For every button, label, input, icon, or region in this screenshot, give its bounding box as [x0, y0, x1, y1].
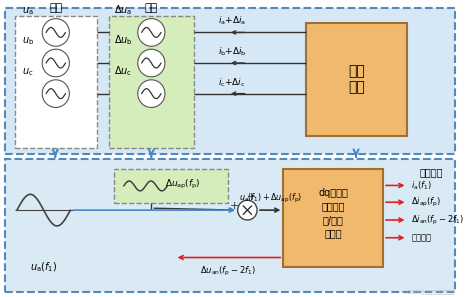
- Circle shape: [237, 200, 257, 220]
- Text: $\Delta u_\mathrm{b}$: $\Delta u_\mathrm{b}$: [115, 34, 133, 47]
- Text: +: +: [230, 201, 239, 211]
- Circle shape: [42, 49, 69, 77]
- Text: $i_\mathrm{a}(f_1)$: $i_\mathrm{a}(f_1)$: [411, 179, 432, 192]
- Bar: [283, 169, 383, 267]
- Circle shape: [42, 80, 69, 108]
- Text: $u_\mathrm{a}(f_1)+\Delta u_\mathrm{ap}(f_\mathrm{p})$: $u_\mathrm{a}(f_1)+\Delta u_\mathrm{ap}(…: [238, 192, 302, 205]
- Text: dq轴不对
称控制环
节/非线
性系统: dq轴不对 称控制环 节/非线 性系统: [319, 188, 348, 238]
- Bar: [15, 16, 97, 148]
- Text: $\Delta i_\mathrm{an}(f_\mathrm{p}-2f_1)$: $\Delta i_\mathrm{an}(f_\mathrm{p}-2f_1)…: [411, 214, 464, 227]
- Text: $u_\mathrm{c}$: $u_\mathrm{c}$: [22, 66, 34, 78]
- Bar: [109, 16, 194, 148]
- Text: $u_\mathrm{a}$: $u_\mathrm{a}$: [22, 5, 34, 17]
- Circle shape: [138, 49, 165, 77]
- Circle shape: [138, 80, 165, 108]
- Text: 频域分析: 频域分析: [420, 167, 444, 177]
- Text: $\Delta u_\mathrm{ap}(f_\mathrm{p})$: $\Delta u_\mathrm{ap}(f_\mathrm{p})$: [164, 177, 200, 190]
- Text: 风机
模型: 风机 模型: [348, 64, 365, 94]
- Text: $u_\mathrm{a}(f_1)$: $u_\mathrm{a}(f_1)$: [30, 261, 57, 274]
- Bar: [306, 23, 408, 136]
- Text: $u_\mathrm{b}$: $u_\mathrm{b}$: [22, 35, 35, 47]
- Text: $\Delta u_\mathrm{an}(f_\mathrm{p}-2f_1)$: $\Delta u_\mathrm{an}(f_\mathrm{p}-2f_1)…: [200, 264, 256, 277]
- Text: CSDN@小伍电气小干扰稳定性: CSDN@小伍电气小干扰稳定性: [406, 290, 454, 295]
- Text: $i_\mathrm{b}$+$\Delta i_\mathrm{b}$: $i_\mathrm{b}$+$\Delta i_\mathrm{b}$: [219, 45, 247, 58]
- Bar: [5, 159, 455, 292]
- Text: +: +: [246, 192, 256, 202]
- Circle shape: [138, 19, 165, 46]
- Text: $i_\mathrm{c}$+$\Delta i_\mathrm{c}$: $i_\mathrm{c}$+$\Delta i_\mathrm{c}$: [219, 76, 246, 89]
- Circle shape: [42, 19, 69, 46]
- Text: $\Delta u_\mathrm{c}$: $\Delta u_\mathrm{c}$: [115, 64, 133, 78]
- Text: 其他谐波: 其他谐波: [411, 233, 431, 242]
- Bar: [115, 169, 228, 203]
- Text: $\Delta i_\mathrm{ap}(f_\mathrm{p})$: $\Delta i_\mathrm{ap}(f_\mathrm{p})$: [411, 196, 442, 209]
- Text: $\Delta u_\mathrm{a}$: $\Delta u_\mathrm{a}$: [115, 3, 133, 17]
- Text: $i_\mathrm{a}$+$\Delta i_\mathrm{a}$: $i_\mathrm{a}$+$\Delta i_\mathrm{a}$: [219, 15, 246, 28]
- Bar: [5, 8, 455, 154]
- Text: 扰动: 扰动: [145, 3, 158, 13]
- Text: 电网: 电网: [49, 3, 63, 13]
